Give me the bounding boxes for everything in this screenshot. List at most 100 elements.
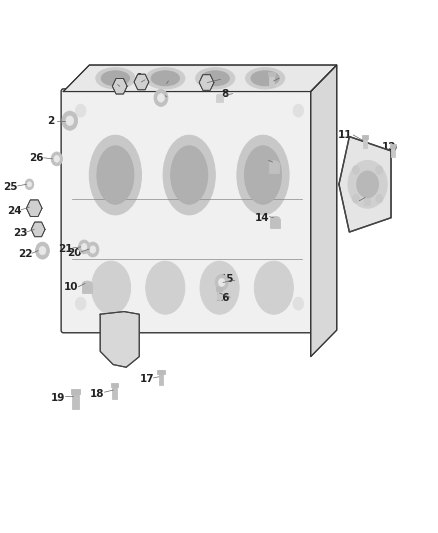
Bar <box>71 389 80 394</box>
Ellipse shape <box>146 68 185 89</box>
Bar <box>390 144 396 148</box>
Ellipse shape <box>216 94 223 98</box>
Bar <box>364 199 370 205</box>
Bar <box>72 390 78 409</box>
Bar <box>269 163 279 173</box>
Text: 14: 14 <box>255 213 269 223</box>
Ellipse shape <box>151 71 180 86</box>
Text: 2: 2 <box>47 116 54 126</box>
Text: 12: 12 <box>381 142 396 152</box>
Circle shape <box>376 195 383 203</box>
Ellipse shape <box>246 68 285 89</box>
Text: 7: 7 <box>209 72 217 83</box>
Polygon shape <box>100 312 139 367</box>
Polygon shape <box>134 74 149 90</box>
Circle shape <box>293 297 304 310</box>
Bar <box>216 96 223 102</box>
Text: 25: 25 <box>3 182 18 192</box>
Bar <box>268 72 275 76</box>
Ellipse shape <box>237 135 289 215</box>
Ellipse shape <box>254 261 293 314</box>
Circle shape <box>353 166 360 174</box>
Text: 4: 4 <box>134 73 141 83</box>
Ellipse shape <box>251 71 279 86</box>
Bar <box>270 219 280 228</box>
Text: 26: 26 <box>29 153 44 163</box>
Polygon shape <box>311 65 337 357</box>
Bar <box>111 383 118 387</box>
Circle shape <box>348 160 387 208</box>
Text: 18: 18 <box>90 389 104 399</box>
Circle shape <box>25 179 34 190</box>
Text: 10: 10 <box>254 156 268 165</box>
Circle shape <box>357 171 378 198</box>
Bar <box>215 287 222 291</box>
Circle shape <box>75 297 86 310</box>
Text: 13: 13 <box>345 197 359 207</box>
Text: 15: 15 <box>220 274 235 284</box>
Circle shape <box>62 111 78 130</box>
Text: 5: 5 <box>157 74 165 84</box>
Text: 24: 24 <box>7 206 22 216</box>
Circle shape <box>27 182 32 187</box>
Text: 9: 9 <box>268 71 275 82</box>
Circle shape <box>81 244 87 251</box>
Text: 19: 19 <box>51 393 65 403</box>
Text: 11: 11 <box>338 130 353 140</box>
Circle shape <box>158 94 164 102</box>
Ellipse shape <box>364 197 370 200</box>
Ellipse shape <box>92 261 131 314</box>
Bar <box>391 144 395 157</box>
Ellipse shape <box>196 68 235 89</box>
Circle shape <box>54 156 60 163</box>
Text: 23: 23 <box>13 228 27 238</box>
Polygon shape <box>199 75 214 90</box>
Bar <box>217 288 221 301</box>
Polygon shape <box>113 78 127 94</box>
Circle shape <box>353 195 360 203</box>
Ellipse shape <box>269 161 279 165</box>
FancyBboxPatch shape <box>61 89 313 333</box>
Ellipse shape <box>200 261 239 314</box>
Ellipse shape <box>201 71 230 86</box>
Circle shape <box>35 242 49 259</box>
Ellipse shape <box>163 135 215 215</box>
Circle shape <box>66 116 74 125</box>
Circle shape <box>219 278 225 286</box>
Circle shape <box>75 104 86 117</box>
Circle shape <box>78 240 90 254</box>
Text: 20: 20 <box>67 248 81 259</box>
Circle shape <box>293 104 304 117</box>
Bar <box>157 370 165 374</box>
Circle shape <box>90 246 96 253</box>
Bar <box>269 73 274 87</box>
Ellipse shape <box>270 216 280 221</box>
Ellipse shape <box>89 135 141 215</box>
Ellipse shape <box>146 261 185 314</box>
Ellipse shape <box>101 71 130 86</box>
Circle shape <box>51 152 63 166</box>
Text: 10: 10 <box>64 281 78 292</box>
Text: 3: 3 <box>105 79 113 90</box>
Ellipse shape <box>96 68 135 89</box>
Text: 6: 6 <box>154 91 162 101</box>
Bar <box>159 370 163 385</box>
Ellipse shape <box>97 146 134 204</box>
Bar <box>362 135 368 139</box>
Text: 16: 16 <box>216 293 230 303</box>
Circle shape <box>39 246 46 255</box>
Circle shape <box>154 90 168 107</box>
Bar <box>112 384 117 399</box>
Bar <box>363 135 367 148</box>
Circle shape <box>215 274 228 290</box>
Text: 17: 17 <box>139 375 154 384</box>
Polygon shape <box>64 65 337 92</box>
Text: 8: 8 <box>222 88 229 99</box>
Ellipse shape <box>244 146 282 204</box>
Circle shape <box>87 242 99 257</box>
Ellipse shape <box>171 146 208 204</box>
Bar <box>82 284 92 293</box>
Polygon shape <box>26 200 42 216</box>
Polygon shape <box>31 222 45 237</box>
Ellipse shape <box>82 281 92 286</box>
